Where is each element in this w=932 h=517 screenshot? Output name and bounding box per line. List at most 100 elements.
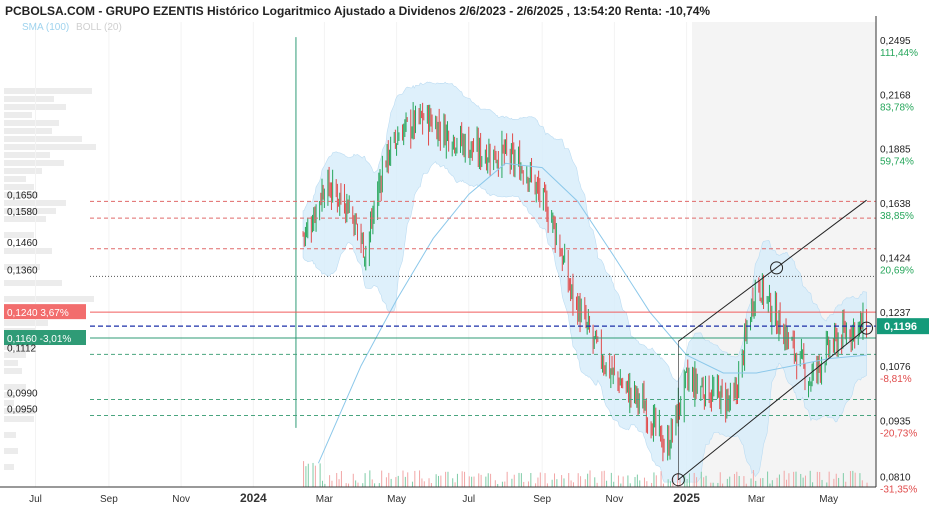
y-tick-pct: 20,69% — [880, 265, 914, 276]
volume-bar — [362, 483, 364, 487]
level-label: 0,1580 — [7, 207, 38, 218]
volume-profile-bar — [4, 232, 34, 238]
volume-bar — [783, 470, 785, 487]
volume-bar — [759, 478, 761, 487]
volume-bar — [487, 473, 489, 487]
volume-bar — [639, 480, 641, 487]
volume-bar — [596, 482, 598, 487]
level-label: 0,0950 — [7, 404, 38, 415]
volume-bar — [802, 477, 804, 487]
volume-bar — [717, 482, 719, 487]
volume-bar — [771, 480, 773, 487]
volume-bar — [762, 478, 764, 487]
y-tick-label: 0,2495 — [880, 36, 911, 47]
volume-bar — [603, 470, 605, 487]
volume-bar — [589, 470, 591, 487]
x-tick-label: Jul — [462, 494, 475, 505]
volume-bar — [686, 478, 688, 487]
volume-bar — [419, 470, 421, 487]
volume-bar — [348, 483, 350, 487]
volume-profile-bar — [4, 152, 50, 158]
volume-bar — [535, 483, 537, 487]
volume-bar — [336, 472, 338, 487]
volume-profile-bar — [4, 368, 22, 374]
volume-bar — [653, 472, 655, 487]
y-tick-label: 0,1885 — [880, 145, 911, 156]
volume-bar — [849, 471, 851, 487]
trend-channel — [671, 199, 874, 487]
volume-bar — [303, 461, 305, 487]
volume-profile-bar — [4, 128, 52, 134]
y-tick-pct: -31,35% — [880, 484, 917, 495]
bollinger-band — [302, 81, 867, 483]
volume-profile-bar — [4, 176, 26, 182]
candles — [295, 37, 868, 462]
volume-bar — [584, 479, 586, 487]
level-label: 0,1460 — [7, 238, 38, 249]
volume-bar — [793, 471, 795, 487]
volume-bar — [329, 475, 331, 487]
channel-lower — [677, 327, 867, 481]
volume-bar — [700, 471, 702, 487]
volume-bar — [539, 472, 541, 487]
volume-profile-bar — [4, 296, 94, 302]
legend-boll: BOLL (20) — [76, 22, 122, 33]
volume-profile-bar — [4, 96, 54, 102]
volume-bar — [490, 473, 492, 487]
x-tick-label: Nov — [172, 494, 190, 505]
volume-bar — [861, 480, 863, 487]
volume-bar — [345, 483, 347, 487]
volume-bar — [485, 476, 487, 487]
volume-bar — [786, 479, 788, 487]
volume-bar — [364, 473, 366, 487]
sma-line — [317, 162, 867, 464]
volume-bar — [438, 475, 439, 487]
y-tick-label: 0,1076 — [880, 362, 911, 373]
volume-bar — [838, 477, 840, 487]
volume-bar — [388, 472, 390, 487]
volume-bar — [468, 476, 470, 487]
volume-bar — [554, 473, 556, 487]
volume-profile-bar — [4, 88, 92, 94]
volume-bar — [445, 471, 447, 487]
volume-bar — [866, 482, 868, 487]
volume-bar — [703, 477, 705, 487]
support-badge — [4, 330, 86, 346]
volume-bar — [752, 470, 754, 487]
volume-bar — [556, 479, 558, 487]
y-tick-pct: -8,81% — [880, 374, 912, 385]
volume-bar — [622, 476, 624, 487]
volume-bar — [480, 474, 482, 487]
volume-bar — [655, 475, 657, 487]
volume-bar — [501, 481, 503, 487]
volume-bar — [821, 479, 823, 487]
volume-profile-bar — [4, 168, 42, 174]
volume-bar — [478, 473, 480, 487]
volume-bar — [667, 479, 669, 487]
volume-bar — [511, 478, 513, 487]
volume-bar — [402, 470, 404, 487]
volume-bar — [745, 483, 747, 487]
volume-bar — [544, 473, 546, 487]
x-tick-label: Sep — [533, 494, 551, 505]
volume-profile-bar — [4, 104, 66, 110]
volume-profile-bar — [4, 408, 36, 414]
volume-bar — [461, 471, 463, 487]
volume-bar — [570, 480, 572, 487]
volume-bar — [842, 473, 844, 487]
current-price-badge — [877, 318, 929, 335]
volume-bar — [809, 470, 811, 487]
volume-bar — [613, 481, 615, 487]
volume-bar — [859, 473, 861, 487]
volume-bar — [767, 471, 769, 487]
volume-bar — [428, 478, 430, 487]
volume-bar — [662, 483, 664, 487]
volume-bar — [314, 465, 316, 487]
volume-profile-bar — [4, 432, 16, 438]
volume-bar — [494, 480, 496, 487]
volume-bar — [430, 483, 432, 487]
y-tick-label: 0,1424 — [880, 253, 911, 264]
x-tick-label: Jul — [29, 494, 42, 505]
